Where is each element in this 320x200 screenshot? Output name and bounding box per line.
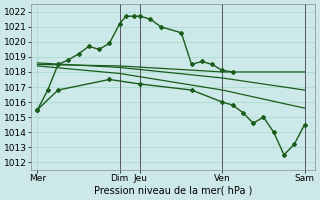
X-axis label: Pression niveau de la mer( hPa ): Pression niveau de la mer( hPa ) (94, 186, 252, 196)
